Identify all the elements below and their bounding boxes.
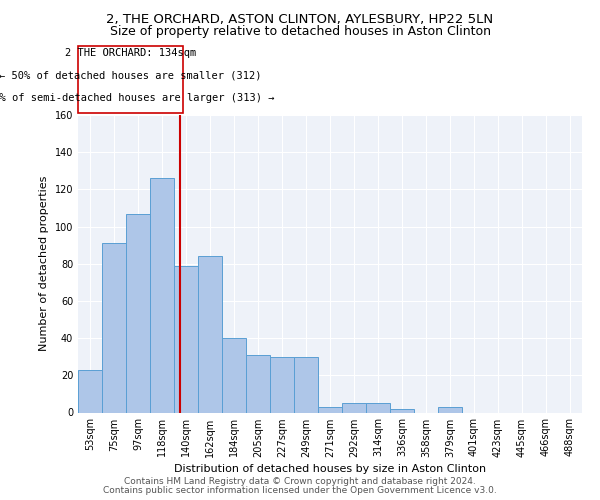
Bar <box>294 356 318 412</box>
Bar <box>342 403 366 412</box>
Bar <box>150 178 174 412</box>
Bar <box>390 409 414 412</box>
Bar <box>270 356 294 412</box>
Bar <box>78 370 102 412</box>
Text: Contains HM Land Registry data © Crown copyright and database right 2024.: Contains HM Land Registry data © Crown c… <box>124 477 476 486</box>
Bar <box>246 355 270 412</box>
Bar <box>318 407 342 412</box>
Bar <box>126 214 150 412</box>
Bar <box>438 407 462 412</box>
Text: 50% of semi-detached houses are larger (313) →: 50% of semi-detached houses are larger (… <box>0 93 274 103</box>
Text: 2, THE ORCHARD, ASTON CLINTON, AYLESBURY, HP22 5LN: 2, THE ORCHARD, ASTON CLINTON, AYLESBURY… <box>106 12 494 26</box>
Bar <box>198 256 222 412</box>
Y-axis label: Number of detached properties: Number of detached properties <box>39 176 49 352</box>
Bar <box>102 244 126 412</box>
Bar <box>174 266 198 412</box>
Bar <box>366 403 390 412</box>
X-axis label: Distribution of detached houses by size in Aston Clinton: Distribution of detached houses by size … <box>174 464 486 474</box>
Text: 2 THE ORCHARD: 134sqm: 2 THE ORCHARD: 134sqm <box>65 48 196 58</box>
Text: ← 50% of detached houses are smaller (312): ← 50% of detached houses are smaller (31… <box>0 70 262 81</box>
Text: Size of property relative to detached houses in Aston Clinton: Size of property relative to detached ho… <box>110 25 491 38</box>
Bar <box>222 338 246 412</box>
Text: Contains public sector information licensed under the Open Government Licence v3: Contains public sector information licen… <box>103 486 497 495</box>
